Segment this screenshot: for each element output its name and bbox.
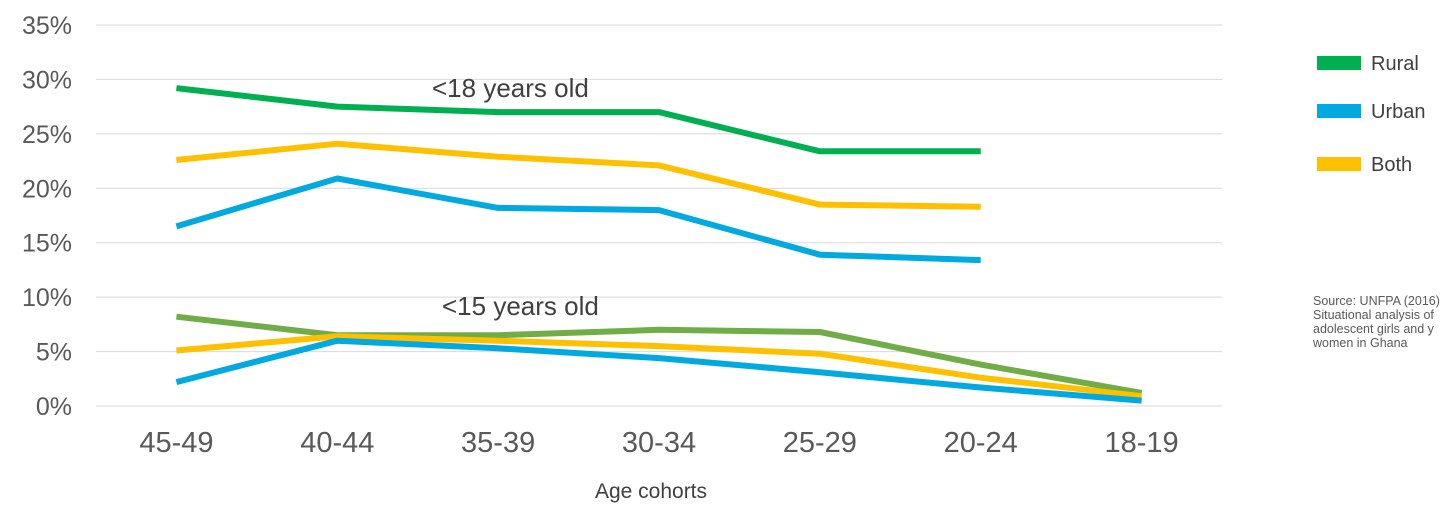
series-line-under18-urban <box>175 175 981 264</box>
legend-label-urban: Urban <box>1371 101 1425 123</box>
legend-swatch-rural <box>1317 56 1361 70</box>
annotation-under-18: <18 years old <box>432 73 589 103</box>
x-tick-label: 18-19 <box>1104 427 1178 459</box>
annotation-under-15: <15 years old <box>442 291 599 321</box>
x-tick-label: 35-39 <box>461 427 535 459</box>
y-tick-label: 25% <box>22 121 72 149</box>
x-tick-label: 30-34 <box>622 427 696 459</box>
y-tick-label: 30% <box>22 66 72 94</box>
y-axis-ticks: 0% 5% 10% 15% 20% 25% 30% 35% <box>22 12 72 421</box>
y-tick-label: 5% <box>36 339 72 367</box>
source-line: Situational analysis of <box>1313 308 1434 322</box>
y-tick-label: 35% <box>22 12 72 40</box>
source-line: Source: UNFPA (2016) <box>1313 294 1440 308</box>
source-line: adolescent girls and y <box>1313 322 1434 336</box>
y-tick-label: 10% <box>22 284 72 312</box>
legend-label-both: Both <box>1371 154 1412 176</box>
legend-label-rural: Rural <box>1371 53 1419 75</box>
x-axis-label: Age cohorts <box>595 480 707 503</box>
x-tick-label: 45-49 <box>139 427 213 459</box>
source-line: women in Ghana <box>1313 336 1408 350</box>
legend: Rural Urban Both <box>1317 53 1425 176</box>
legend-swatch-both <box>1317 157 1361 171</box>
series-line-under15-urban <box>175 337 1142 404</box>
series-line-under18-both <box>176 140 981 210</box>
y-tick-label: 15% <box>22 230 72 258</box>
x-tick-label: 25-29 <box>783 427 857 459</box>
source-note: Source: UNFPA (2016) Situational analysi… <box>1313 294 1441 374</box>
x-axis-ticks: 45-49 40-44 35-39 30-34 25-29 20-24 18-19 <box>139 427 1178 459</box>
y-tick-label: 0% <box>36 393 72 421</box>
series-line-under15-both <box>176 333 1142 400</box>
series-lines <box>175 85 1143 404</box>
x-tick-label: 20-24 <box>944 427 1018 459</box>
series-line-under18-rural <box>176 85 981 155</box>
x-tick-label: 40-44 <box>300 427 374 459</box>
legend-swatch-urban <box>1317 104 1361 118</box>
y-tick-label: 20% <box>22 175 72 203</box>
